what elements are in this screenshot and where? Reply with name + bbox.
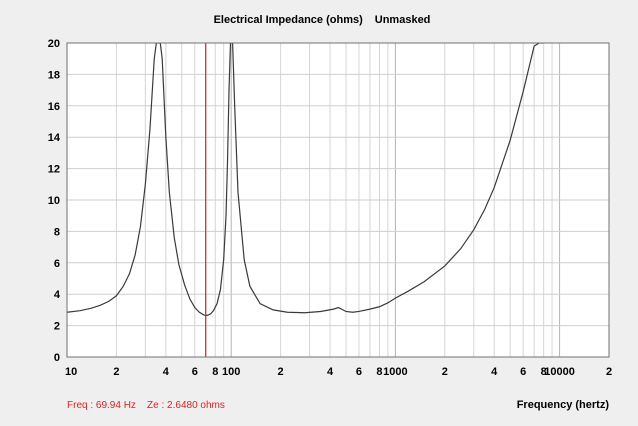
y-tick-label: 8 bbox=[54, 226, 60, 238]
y-tick-label: 16 bbox=[48, 101, 60, 113]
x-tick-label: 2 bbox=[442, 366, 448, 378]
cursor-readout: Freq : 69.94 Hz Ze : 2.6480 ohms bbox=[67, 400, 225, 411]
y-tick-label: 6 bbox=[54, 258, 60, 270]
x-tick-label: 8 bbox=[212, 366, 218, 378]
plot-border bbox=[66, 42, 610, 358]
x-tick-label: 2 bbox=[606, 366, 612, 378]
x-tick-label: 10000 bbox=[544, 366, 575, 378]
x-tick-label: 6 bbox=[192, 366, 198, 378]
x-tick-label: 4 bbox=[491, 366, 498, 378]
x-tick-label: 4 bbox=[163, 366, 170, 378]
x-tick-label: 100 bbox=[222, 366, 240, 378]
x-axis-label: Frequency (hertz) bbox=[517, 399, 610, 411]
y-tick-label: 2 bbox=[54, 321, 60, 333]
chart-title: Electrical Impedance (ohms) Unmasked bbox=[214, 14, 431, 26]
x-tick-label: 6 bbox=[520, 366, 526, 378]
x-tick-label: 2 bbox=[113, 366, 119, 378]
y-tick-label: 12 bbox=[48, 164, 60, 176]
y-tick-label: 18 bbox=[48, 69, 60, 81]
y-tick-label: 4 bbox=[54, 289, 61, 301]
x-tick-label: 6 bbox=[356, 366, 362, 378]
y-tick-label: 10 bbox=[48, 195, 60, 207]
impedance-curve-0 bbox=[67, 43, 544, 316]
y-tick-label: 20 bbox=[48, 38, 60, 50]
x-tick-label: 8 bbox=[376, 366, 382, 378]
x-tick-label: 4 bbox=[327, 366, 334, 378]
y-tick-label: 0 bbox=[54, 352, 60, 364]
y-tick-label: 14 bbox=[48, 132, 61, 144]
x-tick-label: 1000 bbox=[383, 366, 407, 378]
x-tick-label: 10 bbox=[65, 366, 77, 378]
x-tick-label: 8 bbox=[541, 366, 547, 378]
x-tick-label: 2 bbox=[278, 366, 284, 378]
